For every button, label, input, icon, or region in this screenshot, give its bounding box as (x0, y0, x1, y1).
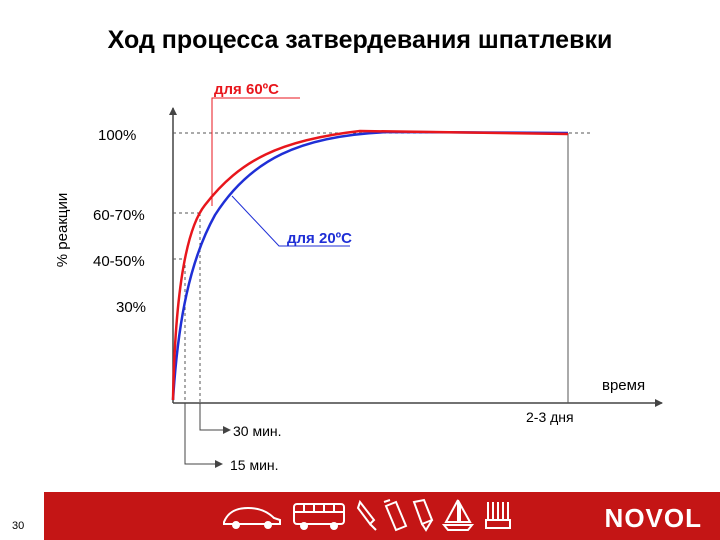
callout-60c (211, 97, 300, 206)
car-icon (223, 506, 281, 529)
brush-bristles-icon (485, 502, 511, 529)
footer-page-box (0, 492, 44, 540)
novol-logo: NOVOL (604, 503, 702, 533)
series-line-20c (171, 130, 569, 401)
x-tick-label: 15 мин. (230, 457, 279, 473)
chart-title: Ход процесса затвердевания шпатлевки (107, 26, 613, 54)
y-tick-label: 60-70% (93, 207, 145, 224)
page-number: 30 (12, 520, 25, 532)
bus-icon (293, 503, 345, 530)
y-tick-label: 40-50% (93, 253, 145, 270)
paint-brush-icon (412, 498, 434, 532)
sailboat-icon (441, 499, 475, 531)
callout-20c (231, 195, 350, 247)
pointer-15-min (184, 403, 223, 468)
footer-icons (223, 498, 511, 532)
x-axis-label: время (602, 377, 645, 394)
spray-gun-icon (356, 499, 377, 531)
series-line-60c (171, 129, 569, 401)
chart-area: 100% 60-70% 40-50% 30% % реакции время 1… (54, 81, 663, 473)
y-tick-label: 100% (98, 127, 136, 144)
y-axis-label: % реакции (54, 193, 71, 267)
series-label-60c: для 60ºC (214, 81, 279, 98)
y-tick-label: 30% (116, 299, 146, 316)
footer-bar (0, 492, 720, 540)
x-tick-label: 2-3 дня (526, 409, 574, 425)
series-label-20c: для 20ºC (287, 230, 352, 247)
x-tick-label: 30 мин. (233, 423, 282, 439)
spray-can-icon (383, 499, 408, 532)
pointer-30-min (199, 403, 231, 434)
